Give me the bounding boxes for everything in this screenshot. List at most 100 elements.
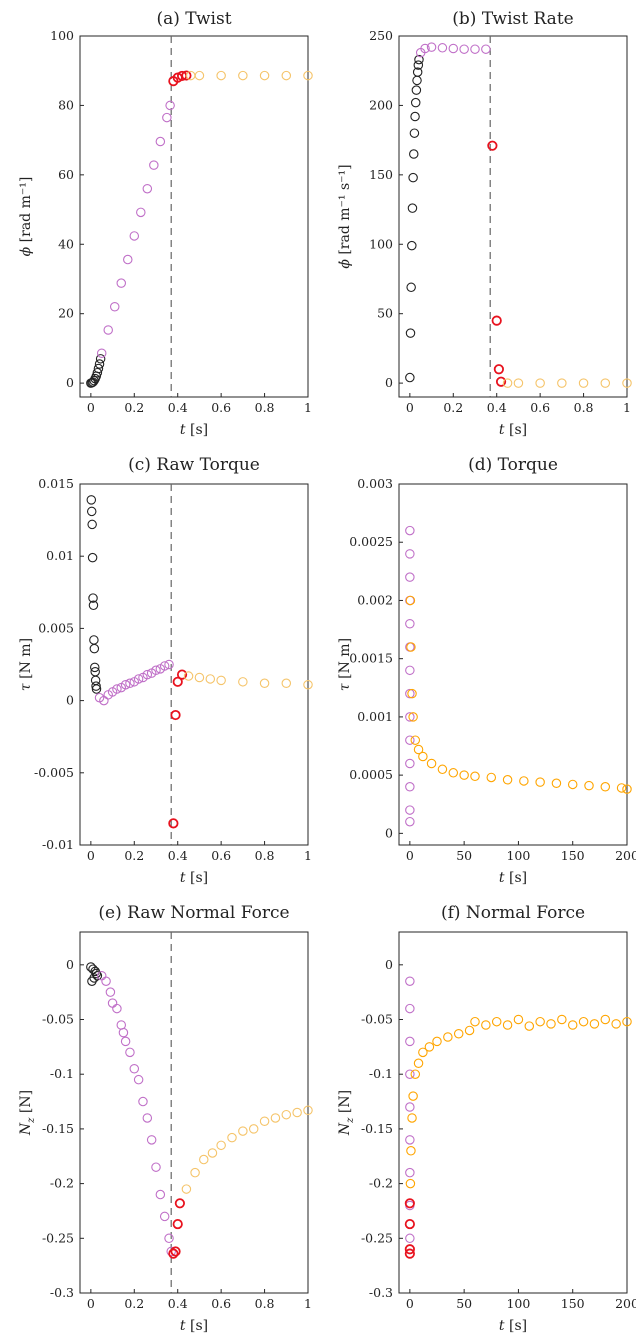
data-point	[408, 1091, 418, 1101]
data-point	[495, 376, 507, 387]
data-point	[470, 44, 480, 54]
y-tick-label: 0.005	[38, 620, 74, 635]
data-point	[405, 735, 415, 745]
data-point	[118, 1027, 129, 1038]
data-point	[405, 1135, 415, 1145]
data-point	[303, 70, 313, 81]
data-point	[216, 70, 226, 81]
data-point	[405, 1233, 415, 1244]
y-tick-label: -0.2	[50, 1176, 74, 1191]
panel-title: (d) Torque	[468, 455, 558, 475]
data-point	[88, 600, 99, 611]
data-point	[424, 1042, 435, 1052]
x-axis-label: t [s]	[180, 422, 208, 438]
plot-area	[79, 483, 309, 846]
data-point	[90, 966, 100, 977]
x-tick-label: 1	[304, 848, 312, 863]
series-relax_light	[185, 70, 313, 81]
x-tick-label: 0.6	[211, 1296, 231, 1311]
data-point	[405, 805, 415, 815]
data-point	[303, 1105, 313, 1116]
data-point	[405, 976, 415, 986]
data-point	[170, 709, 181, 721]
series-relax_light	[502, 378, 632, 388]
y-tick-label: 20	[58, 306, 74, 321]
data-point	[133, 674, 144, 684]
y-tick-label: 0.015	[38, 476, 74, 491]
series-transition	[487, 140, 507, 387]
data-point	[404, 1218, 415, 1230]
data-point	[227, 1132, 237, 1143]
series-relax_strong	[405, 1014, 632, 1189]
data-point	[155, 1189, 166, 1200]
data-point	[155, 136, 166, 147]
data-point	[578, 378, 589, 388]
data-point	[183, 671, 194, 681]
data-point	[459, 770, 469, 780]
x-tick-label: 200	[615, 848, 636, 863]
data-point	[142, 1113, 153, 1123]
data-point	[557, 1014, 567, 1025]
series-ramp	[415, 42, 491, 58]
data-point	[129, 231, 140, 241]
data-point	[420, 43, 430, 54]
y-tick-label: 0	[385, 957, 393, 972]
data-point	[502, 775, 513, 785]
data-point	[190, 1167, 200, 1178]
data-point	[453, 1028, 464, 1039]
y-tick-label: 100	[50, 28, 74, 43]
plot-area	[398, 931, 628, 1294]
x-tick-label: 0.2	[443, 400, 463, 415]
data-point	[281, 678, 292, 689]
data-point	[584, 780, 594, 791]
data-point	[410, 1069, 421, 1079]
data-point	[513, 1014, 524, 1025]
x-tick-label: 0	[87, 848, 95, 863]
plot-area	[79, 931, 309, 1294]
data-point	[600, 782, 611, 792]
data-point	[94, 359, 105, 369]
data-point	[409, 149, 419, 159]
plot-area	[398, 35, 628, 398]
data-point	[120, 1036, 131, 1047]
data-point	[567, 779, 578, 790]
y-tick-label: 0.0025	[349, 534, 393, 549]
y-tick-label: -0.15	[361, 1121, 393, 1136]
plot-area	[79, 35, 309, 398]
data-point	[89, 643, 100, 654]
data-point	[281, 1109, 292, 1120]
data-point	[176, 669, 188, 680]
y-tick-label: -0.3	[50, 1285, 74, 1300]
panel-title: (e) Raw Normal Force	[98, 903, 289, 923]
data-point	[248, 1124, 259, 1134]
data-point	[116, 1020, 127, 1030]
data-point	[405, 782, 415, 792]
series-initial	[86, 962, 103, 986]
data-point	[174, 1198, 185, 1209]
data-point	[238, 70, 248, 81]
data-point	[259, 70, 270, 81]
y-tick-label: 150	[369, 167, 393, 182]
data-point	[112, 1003, 122, 1014]
data-point	[519, 776, 529, 786]
panel-2: (b) Twist Rate 0 0.2 0.4 0.6 0.8 1 0 50 100 150 200…	[337, 9, 632, 438]
data-point	[194, 672, 205, 683]
x-axis-label: t [s]	[180, 870, 208, 886]
panel-title: (b) Twist Rate	[452, 9, 573, 29]
x-tick-label: 0.4	[487, 400, 507, 415]
data-point	[91, 968, 102, 979]
panel-title: (f) Normal Force	[441, 903, 585, 923]
data-point	[405, 1167, 415, 1178]
panel-6: (f) Normal Force 0 50 100 150 200 -0.3 -0.25 -0.…	[337, 903, 636, 1333]
data-point	[404, 1198, 415, 1209]
data-point	[281, 70, 292, 81]
data-point	[410, 111, 420, 122]
data-point	[600, 378, 611, 388]
data-point	[207, 1148, 218, 1158]
data-point	[181, 1184, 192, 1194]
y-tick-label: 0.01	[46, 548, 74, 563]
series-transition	[404, 1198, 415, 1259]
data-point	[426, 42, 437, 52]
data-point	[216, 675, 226, 686]
